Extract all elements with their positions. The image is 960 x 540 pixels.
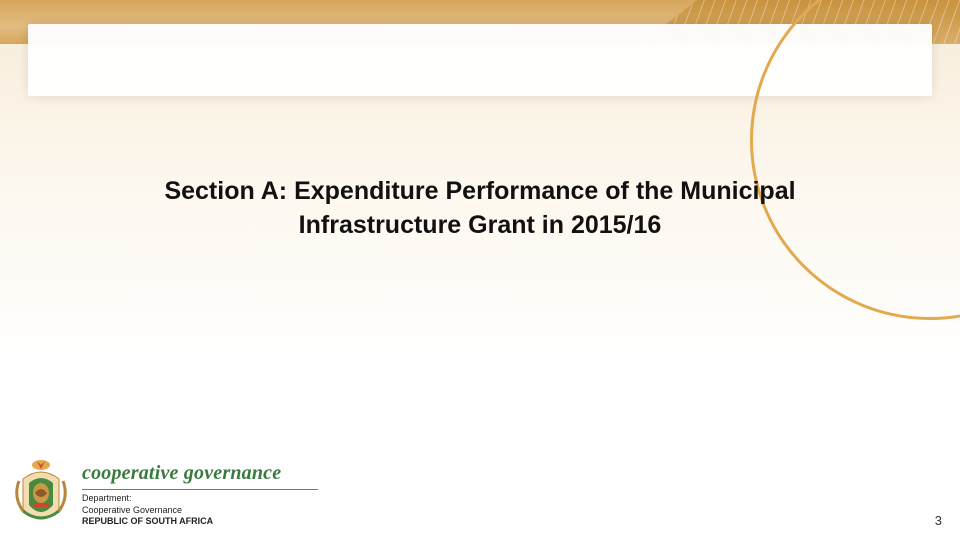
logo-sub-text: Department: Cooperative Governance REPUB… [82, 493, 318, 528]
logo-divider [82, 489, 318, 490]
section-title: Section A: Expenditure Performance of th… [0, 175, 960, 243]
logo-text-block: cooperative governance Department: Coope… [82, 462, 318, 528]
slide: Section A: Expenditure Performance of th… [0, 0, 960, 540]
footer-logo: cooperative governance Department: Coope… [8, 456, 318, 534]
decorative-arc [750, 0, 960, 320]
logo-sub-label: Department: [82, 493, 132, 503]
page-number: 3 [935, 513, 942, 528]
logo-sub-line2: REPUBLIC OF SOUTH AFRICA [82, 516, 213, 526]
logo-sub-line1: Cooperative Governance [82, 505, 182, 515]
logo-main-text: cooperative governance [82, 462, 318, 485]
coat-of-arms-icon [8, 459, 74, 531]
